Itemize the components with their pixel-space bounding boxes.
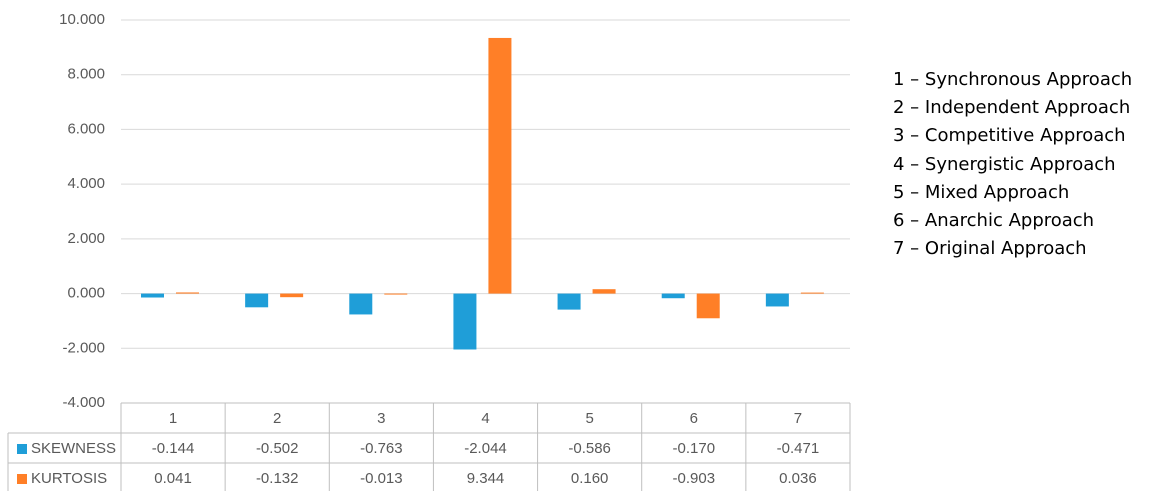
bar-skewness-5	[557, 293, 581, 310]
y-tick-label: -4.000	[62, 394, 105, 411]
x-tick-label: 2	[273, 410, 281, 427]
legend-note-6: 6 – Anarchic Approach	[893, 209, 1095, 231]
data-label-kurtosis: 0.160	[571, 470, 609, 487]
legend-note-3: 3 – Competitive Approach	[893, 125, 1126, 147]
x-tick-label: 3	[377, 410, 385, 427]
legend-note-1: 1 – Synchronous Approach	[893, 69, 1133, 90]
bar-kurtosis-1	[176, 292, 199, 294]
x-tick-label: 1	[169, 410, 177, 427]
y-tick-label: 0.000	[67, 285, 105, 302]
x-tick-label: 5	[585, 410, 593, 427]
y-tick-label: 10.000	[59, 11, 105, 28]
bar-kurtosis-3	[384, 293, 408, 295]
bar-skewness-7	[765, 293, 789, 307]
y-tick-label: 4.000	[67, 175, 105, 192]
data-label-kurtosis: -0.903	[673, 470, 716, 487]
y-tick-label: 8.000	[67, 66, 105, 83]
bar-skewness-6	[661, 293, 685, 299]
data-label-skewness: -0.502	[256, 440, 299, 457]
data-label-kurtosis: -0.132	[256, 470, 299, 487]
legend-note-7: 7 – Original Approach	[893, 238, 1087, 260]
legend-key-skewness	[17, 444, 27, 454]
bar-kurtosis-4	[488, 37, 512, 294]
data-label-skewness: -0.763	[360, 440, 403, 457]
legend-note-5: 5 – Mixed Approach	[893, 181, 1070, 203]
bar-skewness-2	[245, 293, 269, 308]
data-label-skewness: -2.044	[464, 440, 507, 457]
bar-skewness-3	[349, 293, 373, 315]
legend-key-kurtosis	[17, 474, 27, 484]
y-tick-label: -2.000	[62, 339, 105, 356]
bar-kurtosis-2	[280, 293, 304, 298]
series-name-kurtosis: KURTOSIS	[31, 470, 107, 487]
x-tick-label: 4	[481, 410, 489, 427]
data-label-skewness: -0.471	[777, 440, 820, 457]
data-label-skewness: -0.170	[673, 440, 716, 457]
legend-note-2: 2 – Independent Approach	[893, 97, 1131, 119]
bar-skewness-1	[141, 293, 164, 298]
series-name-skewness: SKEWNESS	[31, 440, 116, 457]
data-label-kurtosis: -0.013	[360, 470, 403, 487]
x-tick-label: 7	[794, 410, 802, 427]
legend-note-4: 4 – Synergistic Approach	[893, 153, 1116, 175]
y-tick-label: 6.000	[67, 120, 105, 137]
approach-legend: 1 – Synchronous Approach 2 – Independent…	[893, 66, 1148, 263]
data-label-kurtosis: 0.036	[779, 470, 817, 487]
bar-kurtosis-7	[800, 292, 824, 294]
data-label-skewness: -0.586	[568, 440, 611, 457]
x-tick-label: 6	[690, 410, 698, 427]
bar-skewness-4	[453, 293, 477, 350]
data-label-kurtosis: 0.041	[154, 470, 192, 487]
data-label-kurtosis: 9.344	[467, 470, 505, 487]
bar-kurtosis-5	[592, 289, 616, 294]
bar-kurtosis-6	[696, 293, 720, 319]
y-tick-label: 2.000	[67, 230, 105, 247]
data-label-skewness: -0.144	[152, 440, 195, 457]
